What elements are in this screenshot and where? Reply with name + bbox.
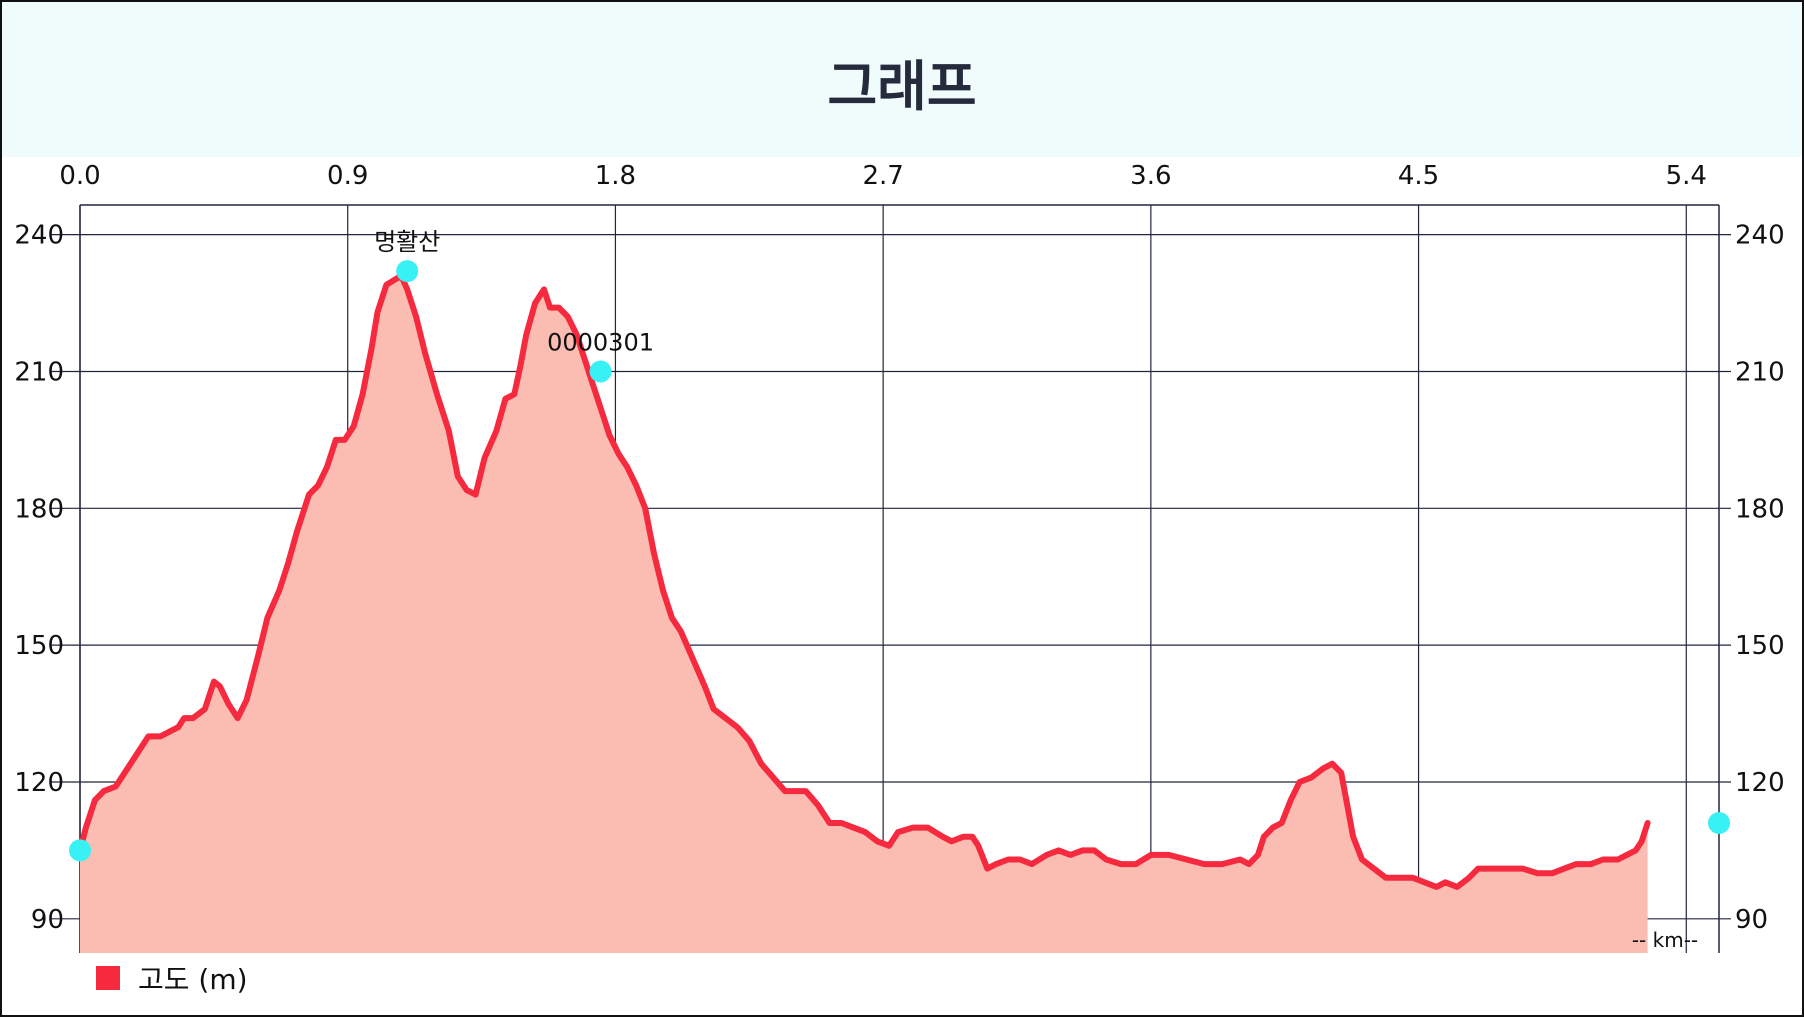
y-tick-label-right: 120 (1735, 768, 1785, 798)
waypoint-markers: 명활산 0000301 (69, 228, 1730, 862)
elevation-line (77, 272, 1651, 890)
x-tick-label: 3.6 (1130, 161, 1171, 191)
elevation-area-layer (77, 272, 1651, 953)
y-tick-label-left: 240 (14, 221, 64, 251)
x-tick-label: 1.8 (595, 161, 636, 191)
y-tick-label-right: 210 (1735, 357, 1785, 387)
legend[interactable]: 고도 (m) (96, 962, 248, 996)
waypoint-marker (69, 839, 91, 862)
legend-swatch (96, 966, 120, 990)
y-tick-label-left: 120 (14, 768, 64, 798)
x-tick-label: 2.7 (862, 161, 903, 191)
y-tick-label-right: 180 (1735, 494, 1785, 524)
y-tick-label-left: 180 (14, 494, 64, 524)
waypoint-label: 0000301 (547, 328, 654, 356)
y-tick-label-left: 150 (14, 631, 64, 661)
y-tick-label-left: 210 (14, 357, 64, 387)
y-tick-label-right: 240 (1735, 221, 1785, 251)
waypoint-marker (1708, 812, 1730, 835)
chart-header: 그래프 (2, 2, 1802, 157)
x-axis-unit-label: -- km-- (1632, 928, 1698, 952)
x-tick-label: 0.0 (59, 161, 100, 191)
x-tick-label: 5.4 (1666, 161, 1707, 191)
x-tick-label: 0.9 (327, 161, 368, 191)
waypoint-marker (396, 260, 419, 283)
axis-labels: 0.0 0.9 1.8 2.7 3.6 4.5 5.4 90 90 120 120 150 150 180… (14, 161, 1784, 935)
elevation-area (80, 275, 1648, 953)
y-tick-label-right: 90 (1735, 905, 1768, 935)
legend-label: 고도 (m) (138, 963, 248, 996)
waypoint-marker (589, 360, 612, 383)
x-tick-label: 4.5 (1398, 161, 1439, 191)
page-title: 그래프 (827, 55, 977, 118)
y-tick-label-right: 150 (1735, 631, 1785, 661)
waypoint-label: 명활산 (374, 228, 440, 256)
y-tick-label-left: 90 (31, 905, 64, 935)
